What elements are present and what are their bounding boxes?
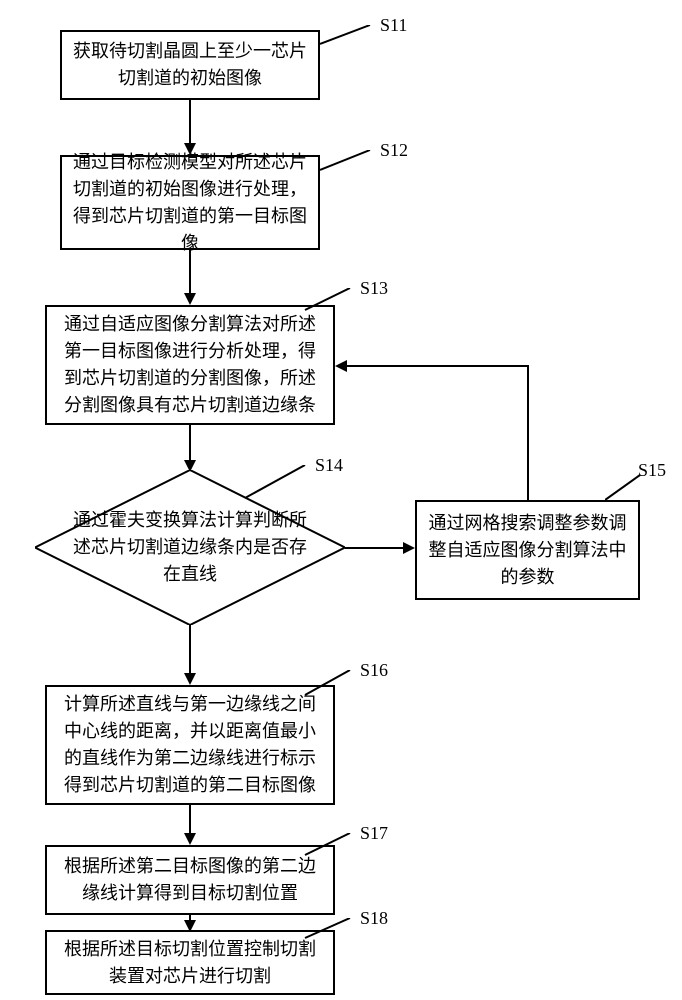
label-s13: S13 (360, 278, 388, 299)
arrow-s16-s17 (184, 833, 196, 845)
node-s13: 通过自适应图像分割算法对所述第一目标图像进行分析处理，得到芯片切割道的分割图像，… (45, 305, 335, 425)
connector-s11 (320, 25, 380, 50)
label-s11: S11 (380, 15, 407, 36)
node-s11: 获取待切割晶圆上至少一芯片切割道的初始图像 (60, 30, 320, 100)
edge-s14-s15 (345, 547, 405, 549)
connector-s13 (300, 288, 355, 313)
arrow-s12-s13 (184, 293, 196, 305)
node-s16: 计算所述直线与第一边缘线之间中心线的距离，并以距离值最小的直线作为第二边缘线进行… (45, 685, 335, 805)
node-s18-text: 根据所述目标切割位置控制切割装置对芯片进行切割 (57, 936, 323, 990)
node-s15: 通过网格搜索调整参数调整自适应图像分割算法中的参数 (415, 500, 640, 600)
flowchart-canvas: 获取待切割晶圆上至少一芯片切割道的初始图像 S11 通过目标检测模型对所述芯片切… (0, 0, 682, 1000)
node-s15-text: 通过网格搜索调整参数调整自适应图像分割算法中的参数 (427, 510, 628, 591)
node-s14-text: 通过霍夫变换算法计算判断所述芯片切割道边缘条内是否存在直线 (35, 507, 345, 588)
connector-s17 (300, 833, 355, 858)
node-s17-text: 根据所述第二目标图像的第二边缘线计算得到目标切割位置 (57, 853, 323, 907)
edge-s12-s13 (189, 250, 191, 295)
label-s12: S12 (380, 140, 408, 161)
edge-s13-s14 (189, 425, 191, 462)
label-s16: S16 (360, 660, 388, 681)
edge-s15-s13-h (347, 365, 529, 367)
node-s13-text: 通过自适应图像分割算法对所述第一目标图像进行分析处理，得到芯片切割道的分割图像，… (57, 311, 323, 419)
label-s18: S18 (360, 908, 388, 929)
edge-s11-s12 (189, 100, 191, 145)
edge-s15-s13-v (527, 365, 529, 500)
connector-s14 (245, 465, 315, 505)
arrow-s14-s16 (184, 673, 196, 685)
connector-s16 (300, 670, 355, 698)
node-s12-text: 通过目标检测模型对所述芯片切割道的初始图像进行处理，得到芯片切割道的第一目标图像 (72, 149, 308, 257)
connector-s12 (320, 150, 380, 175)
node-s16-text: 计算所述直线与第一边缘线之间中心线的距离，并以距离值最小的直线作为第二边缘线进行… (57, 691, 323, 799)
connector-s18 (300, 918, 355, 940)
edge-s16-s17 (189, 805, 191, 835)
label-s14: S14 (315, 455, 343, 476)
node-s12: 通过目标检测模型对所述芯片切割道的初始图像进行处理，得到芯片切割道的第一目标图像 (60, 155, 320, 250)
arrow-s15-s13 (335, 360, 347, 372)
label-s17: S17 (360, 823, 388, 844)
node-s17: 根据所述第二目标图像的第二边缘线计算得到目标切割位置 (45, 845, 335, 915)
node-s11-text: 获取待切割晶圆上至少一芯片切割道的初始图像 (72, 38, 308, 92)
label-s15: S15 (638, 460, 666, 481)
arrow-s14-s15 (403, 542, 415, 554)
node-s18: 根据所述目标切割位置控制切割装置对芯片进行切割 (45, 930, 335, 995)
edge-s14-s16 (189, 625, 191, 675)
